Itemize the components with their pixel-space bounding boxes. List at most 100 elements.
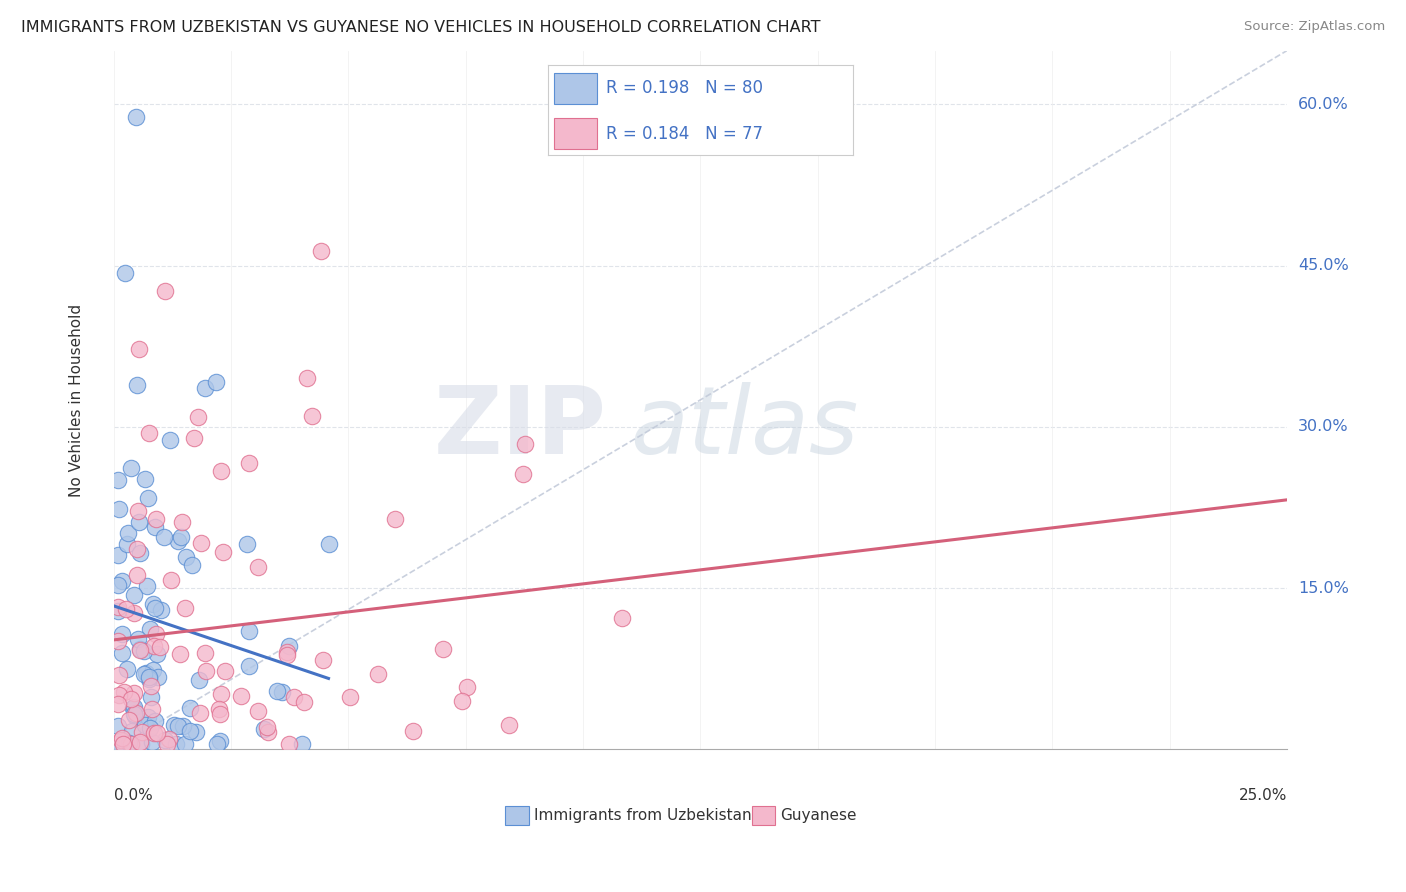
Point — [115, 662, 138, 676]
Text: atlas: atlas — [630, 383, 858, 474]
Point — [136, 709, 159, 723]
Point — [247, 559, 270, 574]
Point — [121, 700, 143, 714]
Point — [139, 690, 162, 705]
Point — [195, 665, 218, 679]
FancyBboxPatch shape — [506, 805, 529, 825]
Point — [146, 647, 169, 661]
Point — [107, 737, 129, 751]
Point — [107, 548, 129, 562]
Point — [138, 672, 160, 686]
Point — [456, 680, 478, 694]
Point — [118, 736, 141, 750]
Point — [111, 627, 134, 641]
Point — [183, 431, 205, 445]
Text: IMMIGRANTS FROM UZBEKISTAN VS GUYANESE NO VEHICLES IN HOUSEHOLD CORRELATION CHAR: IMMIGRANTS FROM UZBEKISTAN VS GUYANESE N… — [21, 20, 821, 35]
Point — [122, 686, 145, 700]
Point — [138, 425, 160, 440]
Point — [432, 642, 454, 657]
Point — [283, 690, 305, 704]
Point — [257, 725, 280, 739]
Point — [155, 284, 177, 298]
Point — [512, 467, 534, 481]
Point — [402, 724, 425, 739]
Point — [134, 472, 156, 486]
Point — [146, 726, 169, 740]
Point — [163, 718, 186, 732]
Point — [128, 343, 150, 357]
Text: 15.0%: 15.0% — [1298, 581, 1348, 596]
Point — [253, 722, 276, 736]
Point — [208, 702, 231, 716]
Point — [134, 718, 156, 732]
Point — [108, 688, 131, 702]
Point — [132, 667, 155, 681]
Point — [170, 530, 193, 544]
Point — [111, 737, 134, 751]
Point — [139, 679, 162, 693]
Point — [117, 526, 139, 541]
Point — [301, 409, 323, 423]
Point — [312, 653, 335, 667]
Point — [142, 663, 165, 677]
Point — [169, 647, 191, 661]
Point — [165, 737, 187, 751]
Point — [143, 520, 166, 534]
Point — [266, 684, 288, 698]
Point — [138, 670, 160, 684]
Point — [156, 737, 179, 751]
Point — [384, 512, 406, 526]
Point — [120, 737, 142, 751]
Point — [276, 648, 298, 663]
Point — [174, 737, 197, 751]
Point — [157, 731, 180, 746]
Point — [127, 632, 149, 646]
Point — [136, 491, 159, 506]
Point — [132, 644, 155, 658]
Point — [209, 707, 232, 722]
Point — [120, 460, 142, 475]
Point — [107, 600, 129, 615]
Point — [318, 537, 340, 551]
Point — [208, 734, 231, 748]
Point — [120, 692, 142, 706]
Point — [256, 721, 278, 735]
Point — [139, 622, 162, 636]
Point — [135, 665, 157, 680]
Point — [145, 627, 167, 641]
Point — [214, 665, 236, 679]
Point — [153, 530, 176, 544]
Point — [277, 640, 299, 654]
Point — [122, 606, 145, 620]
Point — [115, 537, 138, 551]
Point — [291, 737, 314, 751]
Text: 30.0%: 30.0% — [1298, 419, 1348, 434]
Point — [107, 719, 129, 733]
Text: Guyanese: Guyanese — [780, 808, 856, 823]
Point — [131, 724, 153, 739]
Point — [124, 708, 146, 723]
Point — [145, 601, 167, 615]
Point — [136, 579, 159, 593]
Point — [128, 643, 150, 657]
Point — [207, 737, 229, 751]
Text: No Vehicles in Household: No Vehicles in Household — [69, 303, 83, 497]
Point — [179, 701, 201, 715]
Point — [229, 689, 252, 703]
Point — [141, 702, 163, 716]
Point — [127, 542, 149, 557]
Point — [236, 536, 259, 550]
Point — [127, 378, 149, 392]
Point — [194, 381, 217, 395]
Point — [143, 639, 166, 653]
Point — [150, 603, 173, 617]
Point — [129, 737, 152, 751]
Point — [271, 685, 294, 699]
Point — [367, 666, 389, 681]
Point — [167, 719, 190, 733]
Point — [107, 578, 129, 592]
Point — [142, 598, 165, 612]
Point — [127, 504, 149, 518]
Point — [108, 668, 131, 682]
Text: 25.0%: 25.0% — [1239, 788, 1286, 803]
